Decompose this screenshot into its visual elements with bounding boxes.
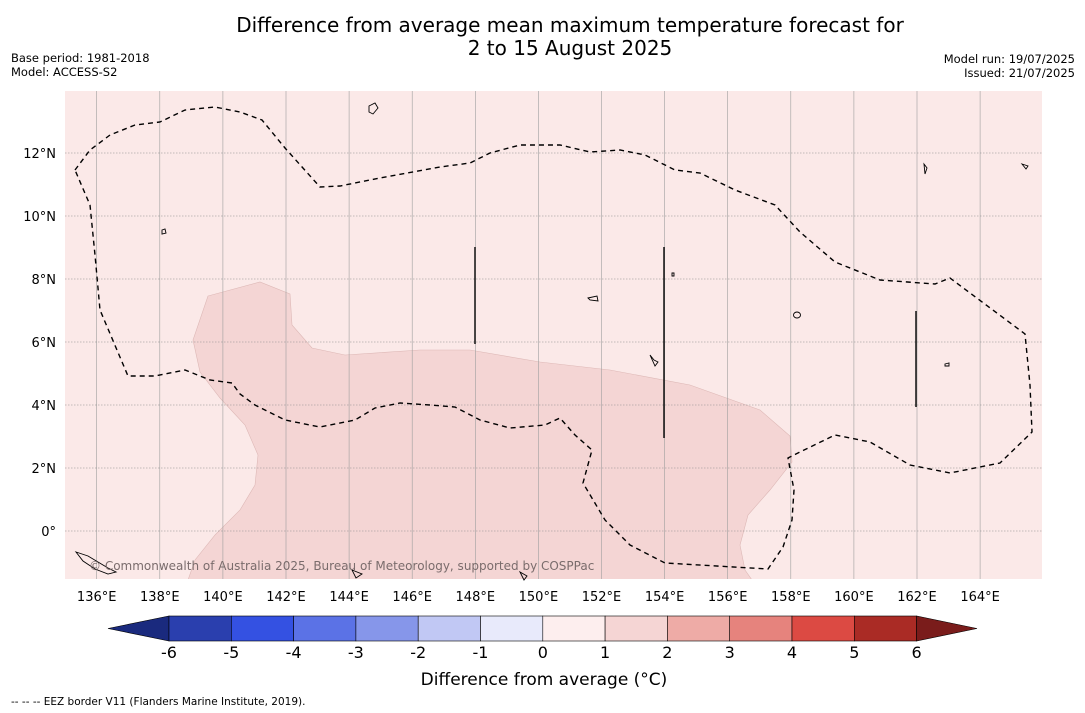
x-tick-label: 160°E [834, 590, 874, 605]
y-tick-label: 8°N [32, 273, 57, 288]
island-outline [351, 569, 363, 579]
island-outlines [74, 102, 1029, 581]
x-tick-label: 142°E [266, 590, 306, 605]
island-outline [793, 311, 801, 319]
x-tick-label: 162°E [897, 590, 937, 605]
anomaly-region-1-2c [188, 281, 793, 579]
y-tick-label: 10°N [23, 210, 56, 225]
island-outline [1020, 163, 1029, 170]
colorbar-tick-label: -5 [223, 643, 240, 662]
island-outline [671, 272, 675, 277]
island-outline [923, 162, 928, 175]
map-title-line1: Difference from average mean maximum tem… [236, 13, 904, 37]
island-outline [587, 295, 599, 302]
base-period-text: Base period: 1981-2018 [11, 51, 150, 65]
y-tick-label: 2°N [32, 462, 57, 477]
model-run-text: Model run: 19/07/2025 [943, 52, 1075, 66]
colorbar-tick-label: -1 [472, 643, 489, 662]
colorbar-segment [480, 615, 544, 642]
colorbar-tick-label: 6 [911, 643, 922, 662]
x-tick-label: 140°E [203, 590, 243, 605]
x-tick-label: 158°E [771, 590, 811, 605]
colorbar-tick-label: 1 [600, 643, 611, 662]
island-outline [518, 570, 528, 581]
y-tick-label: 12°N [23, 147, 56, 162]
island-outline [74, 551, 118, 575]
colorbar-segment [417, 615, 481, 642]
island-outline [649, 354, 659, 367]
eez-internal-boundaries [474, 247, 917, 438]
x-tick-label: 138°E [140, 590, 180, 605]
x-tick-label: 144°E [329, 590, 369, 605]
colorbar-tick-label: -4 [285, 643, 302, 662]
x-tick-label: 156°E [708, 590, 748, 605]
colorbar-label: Difference from average (°C) [420, 670, 668, 690]
colorbar-tick-label: -3 [347, 643, 364, 662]
issued-text: Issued: 21/07/2025 [964, 66, 1075, 80]
eez-border-north [74, 106, 1033, 570]
colorbar-tick-label: 5 [849, 643, 860, 662]
colorbar-tick-label: 3 [724, 643, 735, 662]
colorbar-segment [604, 615, 668, 642]
map-plot-area: © Commonwealth of Australia 2025, Bureau… [65, 91, 1042, 581]
colorbar-segment [355, 615, 419, 642]
x-axis: 136°E 138°E 140°E 142°E 144°E 146°E 148°E 150°E… [77, 590, 1000, 605]
meta-left: Base period: 1981-2018 Model: ACCESS-S2 [11, 51, 150, 79]
copyright-text: © Commonwealth of Australia 2025, Bureau… [89, 559, 594, 573]
island-outline [368, 102, 379, 115]
colorbar-segment [853, 615, 917, 642]
map-title-line2: 2 to 15 August 2025 [467, 36, 673, 60]
x-tick-label: 164°E [960, 590, 1000, 605]
model-text: Model: ACCESS-S2 [11, 65, 118, 79]
colorbar-segment [293, 615, 357, 642]
colorbar [107, 615, 978, 642]
y-tick-label: 4°N [32, 399, 57, 414]
colorbar-segment [168, 615, 232, 642]
colorbar-extend-high [916, 615, 978, 642]
colorbar-extend-low [107, 615, 170, 642]
x-tick-label: 136°E [77, 590, 117, 605]
colorbar-segment [231, 615, 294, 642]
x-tick-label: 150°E [519, 590, 559, 605]
colorbar-tick-label: -2 [410, 643, 427, 662]
y-tick-label: 6°N [32, 336, 57, 351]
y-tick-label: 0° [41, 525, 56, 540]
x-tick-label: 152°E [582, 590, 622, 605]
colorbar-segment [667, 615, 731, 642]
colorbar-tick-label: 2 [662, 643, 673, 662]
colorbar-tick-label: -6 [161, 643, 177, 662]
map-title: Difference from average mean maximum tem… [170, 14, 970, 60]
footer-note: -- -- -- EEZ border V11 (Flanders Marine… [11, 696, 306, 708]
island-outline [161, 228, 167, 235]
colorbar-segment [542, 615, 606, 642]
y-axis: 12°N 10°N 8°N 6°N 4°N 2°N 0° [23, 147, 56, 540]
colorbar-segment [791, 615, 855, 642]
island-outline [944, 362, 950, 367]
x-tick-label: 154°E [645, 590, 685, 605]
colorbar-tick-label: 4 [786, 643, 798, 662]
colorbar-tick-label: 0 [537, 643, 548, 662]
colorbar-segment [729, 615, 793, 642]
x-tick-label: 146°E [392, 590, 432, 605]
x-tick-label: 148°E [456, 590, 496, 605]
meta-right: Model run: 19/07/2025 Issued: 21/07/2025 [944, 52, 1075, 80]
